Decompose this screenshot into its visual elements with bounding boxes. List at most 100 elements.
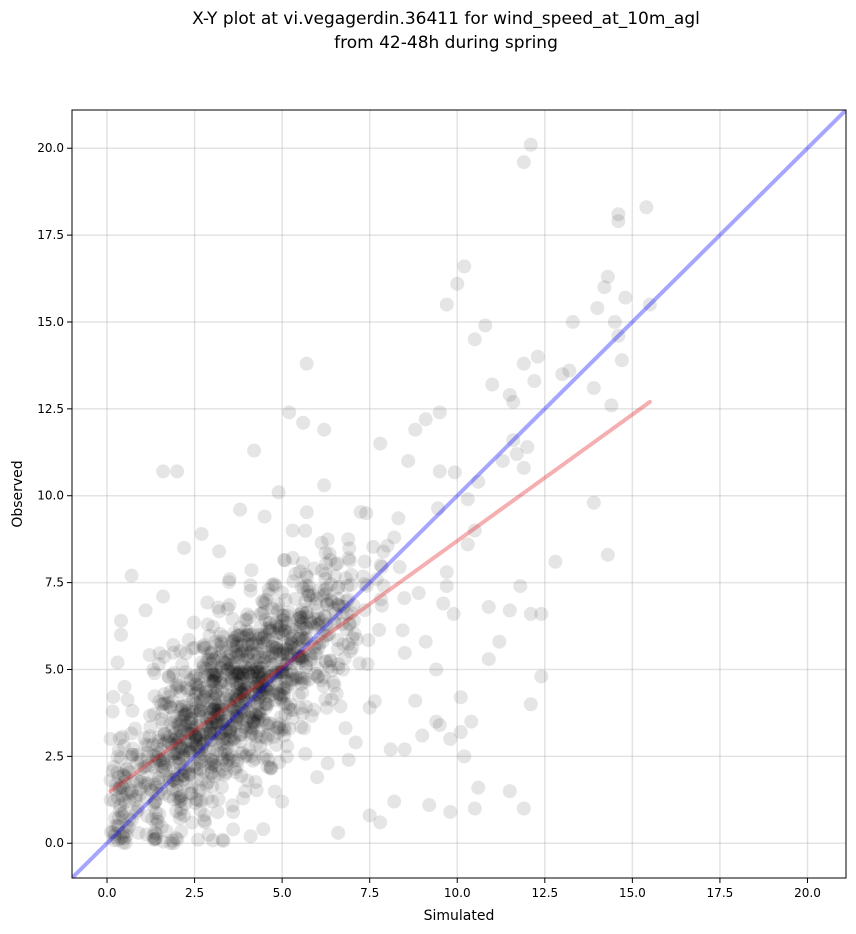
data-point xyxy=(131,825,146,840)
data-point xyxy=(223,688,238,703)
data-point xyxy=(263,668,278,683)
data-point xyxy=(265,577,280,592)
data-point xyxy=(208,758,223,773)
data-point xyxy=(170,700,185,715)
data-point xyxy=(252,708,267,723)
data-point xyxy=(230,684,245,699)
data-point xyxy=(212,730,227,745)
data-point xyxy=(187,704,202,719)
data-point xyxy=(113,798,128,813)
data-point xyxy=(203,723,218,738)
y-tick-label: 7.5 xyxy=(45,576,64,590)
data-point xyxy=(327,678,342,693)
data-point xyxy=(274,665,289,680)
data-point xyxy=(233,627,248,642)
data-point xyxy=(223,692,238,707)
data-point xyxy=(119,762,134,777)
data-point xyxy=(207,652,222,667)
chart-title-line-2: from 42-48h during spring xyxy=(334,33,558,53)
data-point xyxy=(259,717,274,732)
data-point xyxy=(162,775,177,790)
data-point xyxy=(387,530,402,545)
data-point xyxy=(297,675,312,690)
y-tick-label: 10.0 xyxy=(37,489,64,503)
data-point xyxy=(215,753,230,768)
data-point xyxy=(312,636,327,651)
data-point xyxy=(213,738,228,753)
data-point xyxy=(199,710,214,725)
data-point xyxy=(140,777,155,792)
data-point xyxy=(211,700,226,715)
data-point xyxy=(138,778,153,793)
data-point xyxy=(182,741,197,756)
data-point xyxy=(357,603,372,618)
data-point xyxy=(337,651,352,666)
data-point xyxy=(143,720,158,735)
data-point xyxy=(255,670,270,685)
data-point xyxy=(250,714,265,729)
data-point xyxy=(590,301,605,316)
data-point xyxy=(336,637,351,652)
data-point xyxy=(241,693,256,708)
data-point xyxy=(210,706,225,721)
data-point xyxy=(230,705,245,720)
data-point xyxy=(157,696,172,711)
data-point xyxy=(318,654,333,669)
data-point xyxy=(278,665,293,680)
data-point xyxy=(196,658,211,673)
data-point xyxy=(257,509,272,524)
plot-area xyxy=(71,109,847,879)
data-point xyxy=(251,627,266,642)
data-point xyxy=(179,670,194,685)
data-point xyxy=(548,554,563,569)
data-point xyxy=(607,314,622,329)
x-tick-label: 15.0 xyxy=(619,886,646,900)
data-point xyxy=(310,604,325,619)
data-point xyxy=(241,637,256,652)
data-point xyxy=(176,747,191,762)
data-point xyxy=(274,659,289,674)
data-point xyxy=(197,641,212,656)
data-point xyxy=(179,706,194,721)
data-point xyxy=(108,818,123,833)
data-point xyxy=(180,725,195,740)
data-point xyxy=(306,615,321,630)
data-point xyxy=(208,650,223,665)
data-point xyxy=(248,774,263,789)
data-point xyxy=(189,739,204,754)
data-point xyxy=(150,738,165,753)
data-point xyxy=(218,656,233,671)
data-point xyxy=(357,577,372,592)
data-point xyxy=(315,614,330,629)
data-point xyxy=(251,724,266,739)
data-point xyxy=(211,600,226,615)
data-point xyxy=(383,742,398,757)
data-point xyxy=(227,625,242,640)
data-point xyxy=(259,731,274,746)
data-point xyxy=(173,741,188,756)
data-point xyxy=(261,716,276,731)
data-point xyxy=(254,627,269,642)
data-point xyxy=(288,592,303,607)
data-point xyxy=(237,659,252,674)
data-point xyxy=(278,592,293,607)
data-point xyxy=(205,651,220,666)
data-point xyxy=(156,464,171,479)
data-point xyxy=(147,832,162,847)
data-point xyxy=(380,538,395,553)
data-point xyxy=(224,718,239,733)
data-point xyxy=(230,638,245,653)
data-point xyxy=(614,353,629,368)
data-point xyxy=(182,726,197,741)
data-point xyxy=(255,674,270,689)
data-point xyxy=(562,363,577,378)
data-point xyxy=(149,831,164,846)
data-point xyxy=(267,636,282,651)
data-point xyxy=(270,665,285,680)
data-point xyxy=(272,665,287,680)
data-point xyxy=(151,814,166,829)
data-point xyxy=(216,833,231,848)
data-point xyxy=(151,657,166,672)
data-point xyxy=(192,709,207,724)
data-point xyxy=(154,712,169,727)
